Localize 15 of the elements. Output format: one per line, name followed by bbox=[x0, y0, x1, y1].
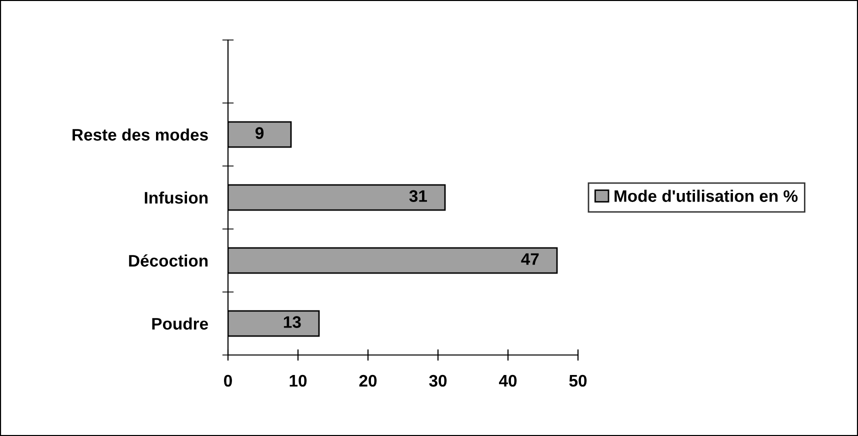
data-label: 31 bbox=[409, 190, 427, 202]
x-tick-label: 50 bbox=[569, 374, 587, 387]
x-tick-label: 20 bbox=[359, 374, 377, 387]
x-tick-label: 10 bbox=[290, 374, 307, 387]
legend-label: Mode d'utilisation en % bbox=[614, 190, 798, 202]
y-tick-label: Décoction bbox=[129, 254, 208, 267]
x-tick-label: 30 bbox=[429, 374, 447, 387]
x-tick-label: 0 bbox=[224, 374, 232, 387]
data-label: 13 bbox=[284, 316, 301, 328]
x-tick-label: 40 bbox=[498, 374, 517, 387]
data-label: 9 bbox=[255, 127, 264, 139]
y-tick-label: Reste des modes bbox=[72, 128, 208, 141]
y-tick-label: Poudre bbox=[152, 317, 208, 330]
data-label: 47 bbox=[521, 253, 539, 265]
y-tick-label: Infusion bbox=[144, 191, 208, 204]
